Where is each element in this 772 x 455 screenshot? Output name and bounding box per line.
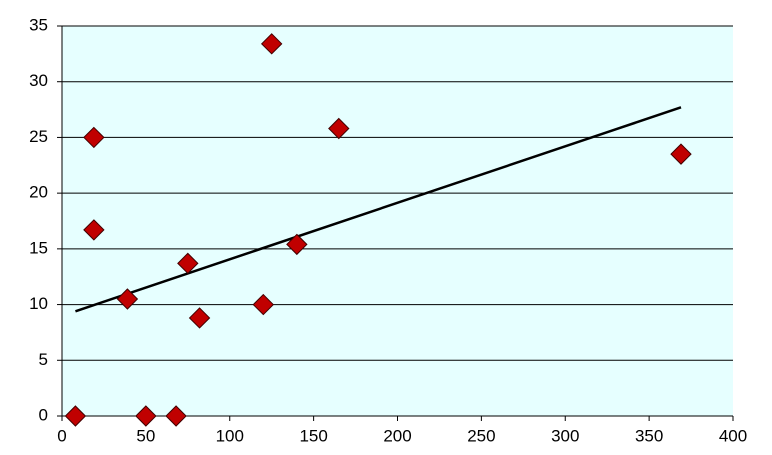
point	[260, 33, 283, 55]
point	[83, 126, 105, 149]
y-tick-label: 30	[29, 71, 48, 90]
point	[252, 293, 275, 316]
y-tick-label: 10	[29, 294, 48, 313]
y-tick-label: 20	[29, 183, 48, 202]
x-tick-label: 0	[57, 426, 66, 445]
point	[116, 288, 139, 310]
x-tick-label: 350	[635, 426, 663, 445]
point	[135, 405, 157, 427]
point	[165, 405, 187, 427]
point	[328, 117, 350, 140]
x-tick-label: 200	[383, 426, 411, 445]
plot-area	[62, 26, 733, 416]
y-tick-label: 5	[39, 350, 48, 369]
x-tick-label: 100	[216, 426, 244, 445]
x-tick-label: 400	[719, 426, 747, 445]
x-tick-label: 300	[551, 426, 579, 445]
point	[83, 219, 105, 241]
y-tick-label: 0	[39, 405, 48, 424]
point	[286, 233, 308, 256]
point	[188, 307, 211, 329]
x-tick-label: 150	[299, 426, 327, 445]
x-tick-label: 50	[136, 426, 155, 445]
y-tick-label: 25	[29, 127, 48, 146]
y-tick-label: 15	[29, 238, 48, 257]
trendline	[75, 106, 682, 313]
point	[177, 252, 199, 275]
x-tick-label: 250	[467, 426, 495, 445]
y-tick-label: 35	[29, 15, 48, 34]
point	[670, 143, 692, 165]
point	[64, 405, 87, 427]
